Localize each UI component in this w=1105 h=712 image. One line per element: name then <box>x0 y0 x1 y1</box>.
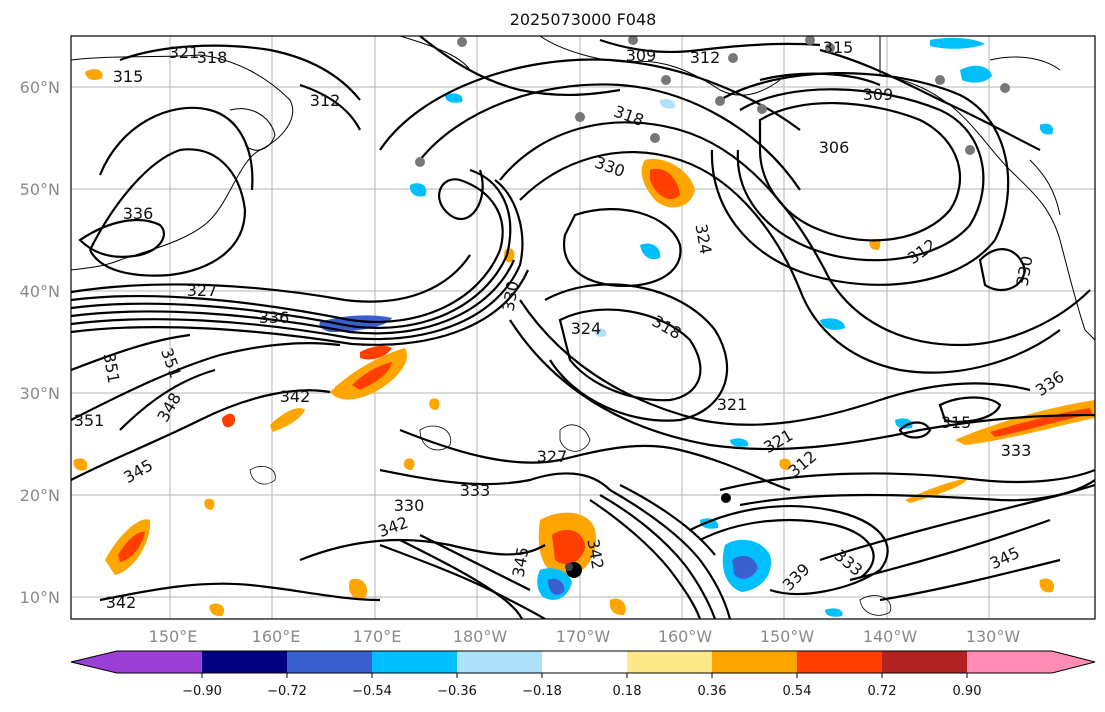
lon-tick: 170°E <box>353 627 402 646</box>
colorbar-segment <box>542 651 627 673</box>
colorbar-label: 0.36 <box>698 684 727 699</box>
theta-contours <box>71 36 1095 619</box>
lon-tick-labels: 150°E 160°E 170°E 180°W 170°W 160°W 150°… <box>149 627 1021 646</box>
contour-label: 321 <box>169 43 200 62</box>
contour-label: 315 <box>941 413 972 432</box>
contour-label: 342 <box>280 387 311 406</box>
lat-tick: 30°N <box>20 384 60 403</box>
contour-label: 309 <box>626 46 657 65</box>
lon-tick: 140°W <box>863 627 918 646</box>
colorbar-segment <box>967 651 1052 673</box>
station-markers <box>415 36 1010 167</box>
contour-label: 333 <box>1001 441 1032 460</box>
map-title: 2025073000 F048 <box>510 10 657 29</box>
colorbar-segment <box>372 651 457 673</box>
contour-label: 321 <box>717 395 748 414</box>
contour-label: 330 <box>394 496 425 515</box>
storm-marker <box>721 493 731 503</box>
colorbar-label: −0.18 <box>522 684 562 699</box>
lon-tick: 150°E <box>149 627 198 646</box>
colorbar-label: 0.72 <box>868 684 897 699</box>
colorbar-label: 0.54 <box>783 684 812 699</box>
colorbar-extend-high <box>1052 651 1095 673</box>
lat-tick: 40°N <box>20 282 60 301</box>
colorbar-segment <box>797 651 882 673</box>
contour-label: 327 <box>537 447 568 466</box>
colorbar-segment <box>202 651 287 673</box>
lon-tick: 170°W <box>556 627 611 646</box>
shading-positive <box>73 69 1095 617</box>
contour-label: 333 <box>460 481 491 500</box>
contour-label: 324 <box>571 319 602 338</box>
lon-tick: 160°W <box>658 627 713 646</box>
colorbar-label: −0.54 <box>352 684 392 699</box>
map-frame <box>70 35 1096 620</box>
contour-label: 309 <box>863 85 894 104</box>
lon-tick: 130°W <box>966 627 1021 646</box>
lon-tick: 150°W <box>760 627 815 646</box>
lat-tick: 60°N <box>20 78 60 97</box>
colorbar-label: 0.90 <box>953 684 982 699</box>
lat-tick: 20°N <box>20 486 60 505</box>
colorbar-segment <box>627 651 712 673</box>
lat-tick: 10°N <box>20 588 60 607</box>
map-panel: 321 318 315 312 309 312 315 306 309 336 … <box>71 36 1095 619</box>
colorbar-label: 0.18 <box>613 684 642 699</box>
contour-label: 312 <box>310 91 341 110</box>
contour-label: 306 <box>819 138 850 157</box>
contour-label: 336 <box>123 204 154 223</box>
contour-label: 351 <box>74 411 105 430</box>
contour-label: 336 <box>259 308 290 327</box>
colorbar-label: −0.36 <box>437 684 477 699</box>
contour-label: 312 <box>690 48 721 67</box>
lat-tick-labels: 60°N 50°N 40°N 30°N 20°N 10°N <box>20 78 60 607</box>
contour-label: 318 <box>197 48 228 67</box>
colorbar: −0.90 −0.72 −0.54 −0.36 −0.18 0.18 0.36 … <box>70 650 1096 699</box>
colorbar-extend-low <box>71 651 117 673</box>
colorbar-segment <box>117 651 202 673</box>
colorbar-segment <box>287 651 372 673</box>
lon-tick: 180°W <box>453 627 508 646</box>
shading-negative <box>319 37 1054 617</box>
colorbar-segment <box>712 651 797 673</box>
lon-tick: 160°E <box>252 627 301 646</box>
colorbar-label: −0.90 <box>182 684 222 699</box>
colorbar-segment <box>457 651 542 673</box>
contour-label: 315 <box>823 38 854 57</box>
field-outlines <box>249 424 892 616</box>
lat-tick: 50°N <box>20 180 60 199</box>
contour-label: 342 <box>106 593 137 612</box>
colorbar-label: −0.72 <box>267 684 307 699</box>
colorbar-segment <box>882 651 967 673</box>
contour-label: 327 <box>187 281 218 300</box>
contour-label: 315 <box>113 67 144 86</box>
storm-marker-core <box>565 563 573 571</box>
